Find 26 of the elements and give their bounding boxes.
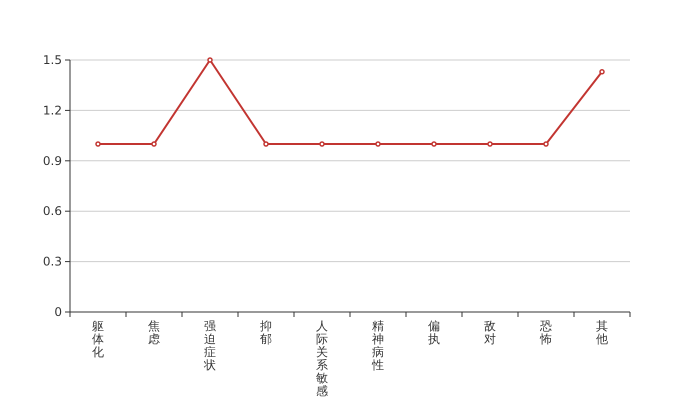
x-tick-label: 强迫症状 — [203, 319, 216, 372]
point — [151, 141, 157, 147]
point — [319, 141, 325, 147]
point — [543, 141, 549, 147]
y-tick-label: 0.6 — [42, 204, 62, 218]
point — [487, 141, 493, 147]
x-tick-label: 焦虑 — [148, 319, 160, 346]
x-tick-label: 偏执 — [428, 319, 440, 346]
point — [599, 69, 605, 75]
x-tick-label: 其他 — [596, 319, 608, 346]
point — [375, 141, 381, 147]
x-tick-label: 精神病性 — [371, 319, 384, 372]
y-tick-label: 0.3 — [42, 254, 62, 269]
x-tick-label: 躯体化 — [92, 319, 104, 359]
point — [207, 57, 213, 63]
x-tick-label: 恐怖 — [539, 319, 552, 346]
x-tick-label: 人际关系敏感 — [316, 319, 328, 398]
y-tick-label: 1.2 — [42, 103, 62, 118]
point — [431, 141, 437, 147]
y-tick-label: 0 — [54, 305, 62, 319]
x-tick-label: 抑郁 — [260, 319, 272, 346]
x-tick-label: 敌对 — [484, 319, 496, 346]
y-tick-label: 1.5 — [42, 53, 62, 67]
point — [263, 141, 269, 147]
y-tick-label: 0.9 — [42, 154, 62, 168]
point — [95, 141, 101, 147]
